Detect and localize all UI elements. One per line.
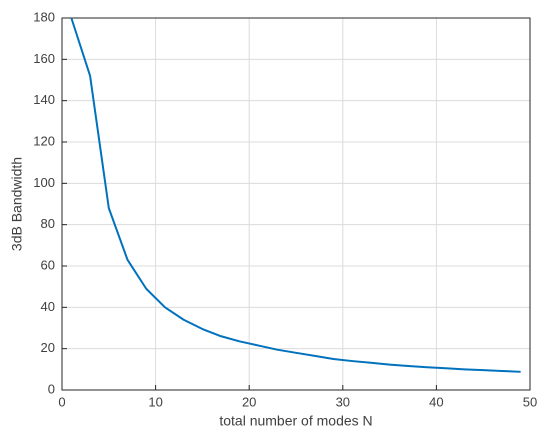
y-tick-label: 60 (41, 257, 55, 272)
x-tick-label: 30 (336, 394, 350, 409)
y-tick-label: 100 (33, 175, 55, 190)
y-axis-label: 3dB Bandwidth (9, 157, 25, 251)
x-tick-label: 0 (58, 394, 65, 409)
x-tick-label: 20 (242, 394, 256, 409)
x-tick-label: 10 (148, 394, 162, 409)
y-tick-label: 0 (48, 381, 55, 396)
x-axis-label: total number of modes N (219, 413, 372, 429)
plot-frame (61, 17, 531, 391)
x-tick-label: 40 (429, 394, 443, 409)
y-tick-label: 180 (33, 9, 55, 24)
x-tick-label: 50 (523, 394, 537, 409)
y-tick-label: 20 (41, 340, 55, 355)
y-tick-label: 80 (41, 216, 55, 231)
y-tick-label: 140 (33, 92, 55, 107)
y-tick-label: 160 (33, 51, 55, 66)
data-line (70, 17, 521, 373)
y-tick-label: 120 (33, 133, 55, 148)
y-tick-label: 40 (41, 299, 55, 314)
